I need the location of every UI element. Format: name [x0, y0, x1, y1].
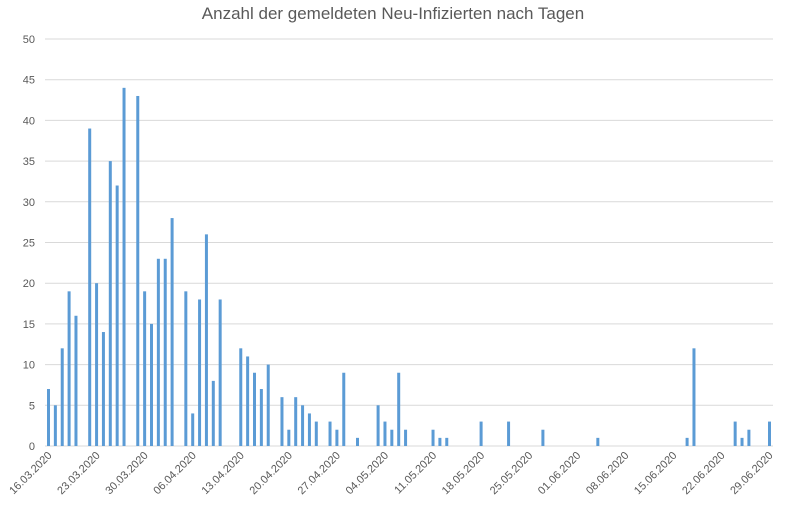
- bar: [376, 405, 380, 446]
- x-tick-label: 06.04.2020: [151, 450, 198, 497]
- bar: [74, 315, 78, 446]
- bar: [156, 258, 160, 446]
- bar: [101, 332, 105, 446]
- bar: [342, 372, 346, 446]
- bar: [356, 437, 359, 446]
- bar: [479, 421, 483, 446]
- y-tick-label: 45: [23, 75, 35, 87]
- x-tick-label: 25.05.2020: [488, 450, 535, 497]
- y-tick-label: 50: [23, 34, 35, 46]
- bar: [404, 429, 408, 446]
- bar: [191, 413, 195, 446]
- y-tick-label: 5: [29, 400, 35, 412]
- bar: [170, 218, 174, 446]
- bar: [507, 421, 511, 446]
- bar: [541, 429, 545, 446]
- bar: [768, 421, 771, 446]
- bar: [150, 323, 153, 446]
- bar: [198, 299, 202, 446]
- bar: [163, 258, 167, 446]
- bar: [204, 234, 208, 446]
- bar: [246, 356, 250, 446]
- bar: [136, 95, 140, 446]
- bar: [438, 437, 442, 446]
- bar: [431, 429, 435, 446]
- y-tick-label: 20: [23, 278, 35, 290]
- y-tick-label: 0: [29, 441, 35, 453]
- y-tick-label: 25: [23, 238, 35, 250]
- bar: [60, 348, 64, 446]
- x-tick-label: 13.04.2020: [199, 450, 246, 497]
- x-tick-label: 16.03.2020: [7, 450, 54, 497]
- x-tick-label: 15.06.2020: [632, 450, 679, 497]
- bar: [253, 372, 256, 446]
- bar: [115, 185, 119, 446]
- bar: [596, 437, 600, 446]
- bar: [314, 421, 318, 446]
- x-tick-label: 01.06.2020: [536, 450, 583, 497]
- x-tick-label: 11.05.2020: [392, 450, 439, 497]
- y-tick-label: 15: [23, 319, 35, 331]
- bar: [88, 128, 92, 447]
- x-tick-label: 08.06.2020: [584, 450, 631, 497]
- bar: [122, 87, 126, 446]
- x-tick-label: 27.04.2020: [296, 450, 343, 497]
- x-tick-label: 04.05.2020: [344, 450, 391, 497]
- x-tick-label: 30.03.2020: [103, 450, 150, 497]
- y-tick-label: 30: [23, 197, 35, 209]
- bar: [53, 405, 57, 446]
- bar: [335, 429, 339, 446]
- bar: [397, 372, 401, 446]
- bar: [307, 413, 311, 446]
- bar: [328, 421, 332, 446]
- bar: [259, 389, 263, 446]
- bar: [67, 291, 71, 446]
- chart-title: Anzahl der gemeldeten Neu-Infizierten na…: [202, 4, 584, 23]
- bar: [390, 429, 394, 446]
- bar: [218, 299, 222, 446]
- x-tick-label: 18.05.2020: [440, 450, 487, 497]
- bar: [733, 421, 737, 446]
- bar: [47, 389, 50, 446]
- bar: [280, 397, 284, 446]
- bar: [383, 421, 387, 446]
- bar: [108, 161, 112, 446]
- y-tick-label: 40: [23, 115, 35, 127]
- bar: [287, 429, 291, 446]
- x-tick-label: 20.04.2020: [248, 450, 295, 497]
- bar: [266, 364, 270, 446]
- bar: [301, 405, 305, 446]
- bar: [747, 429, 751, 446]
- bar: [294, 397, 298, 446]
- x-tick-label: 22.06.2020: [680, 450, 727, 497]
- bar: [143, 291, 147, 446]
- y-tick-label: 35: [23, 156, 35, 168]
- x-tick-label: 23.03.2020: [55, 450, 102, 497]
- bar: [740, 437, 744, 446]
- x-tick-label: 29.06.2020: [728, 450, 775, 497]
- bar: [685, 437, 689, 446]
- y-tick-label: 10: [23, 360, 35, 372]
- bar: [445, 437, 449, 446]
- bar: [692, 348, 696, 446]
- bar: [184, 291, 188, 446]
- bar: [239, 348, 243, 446]
- bar: [211, 380, 215, 446]
- bar: [95, 283, 99, 446]
